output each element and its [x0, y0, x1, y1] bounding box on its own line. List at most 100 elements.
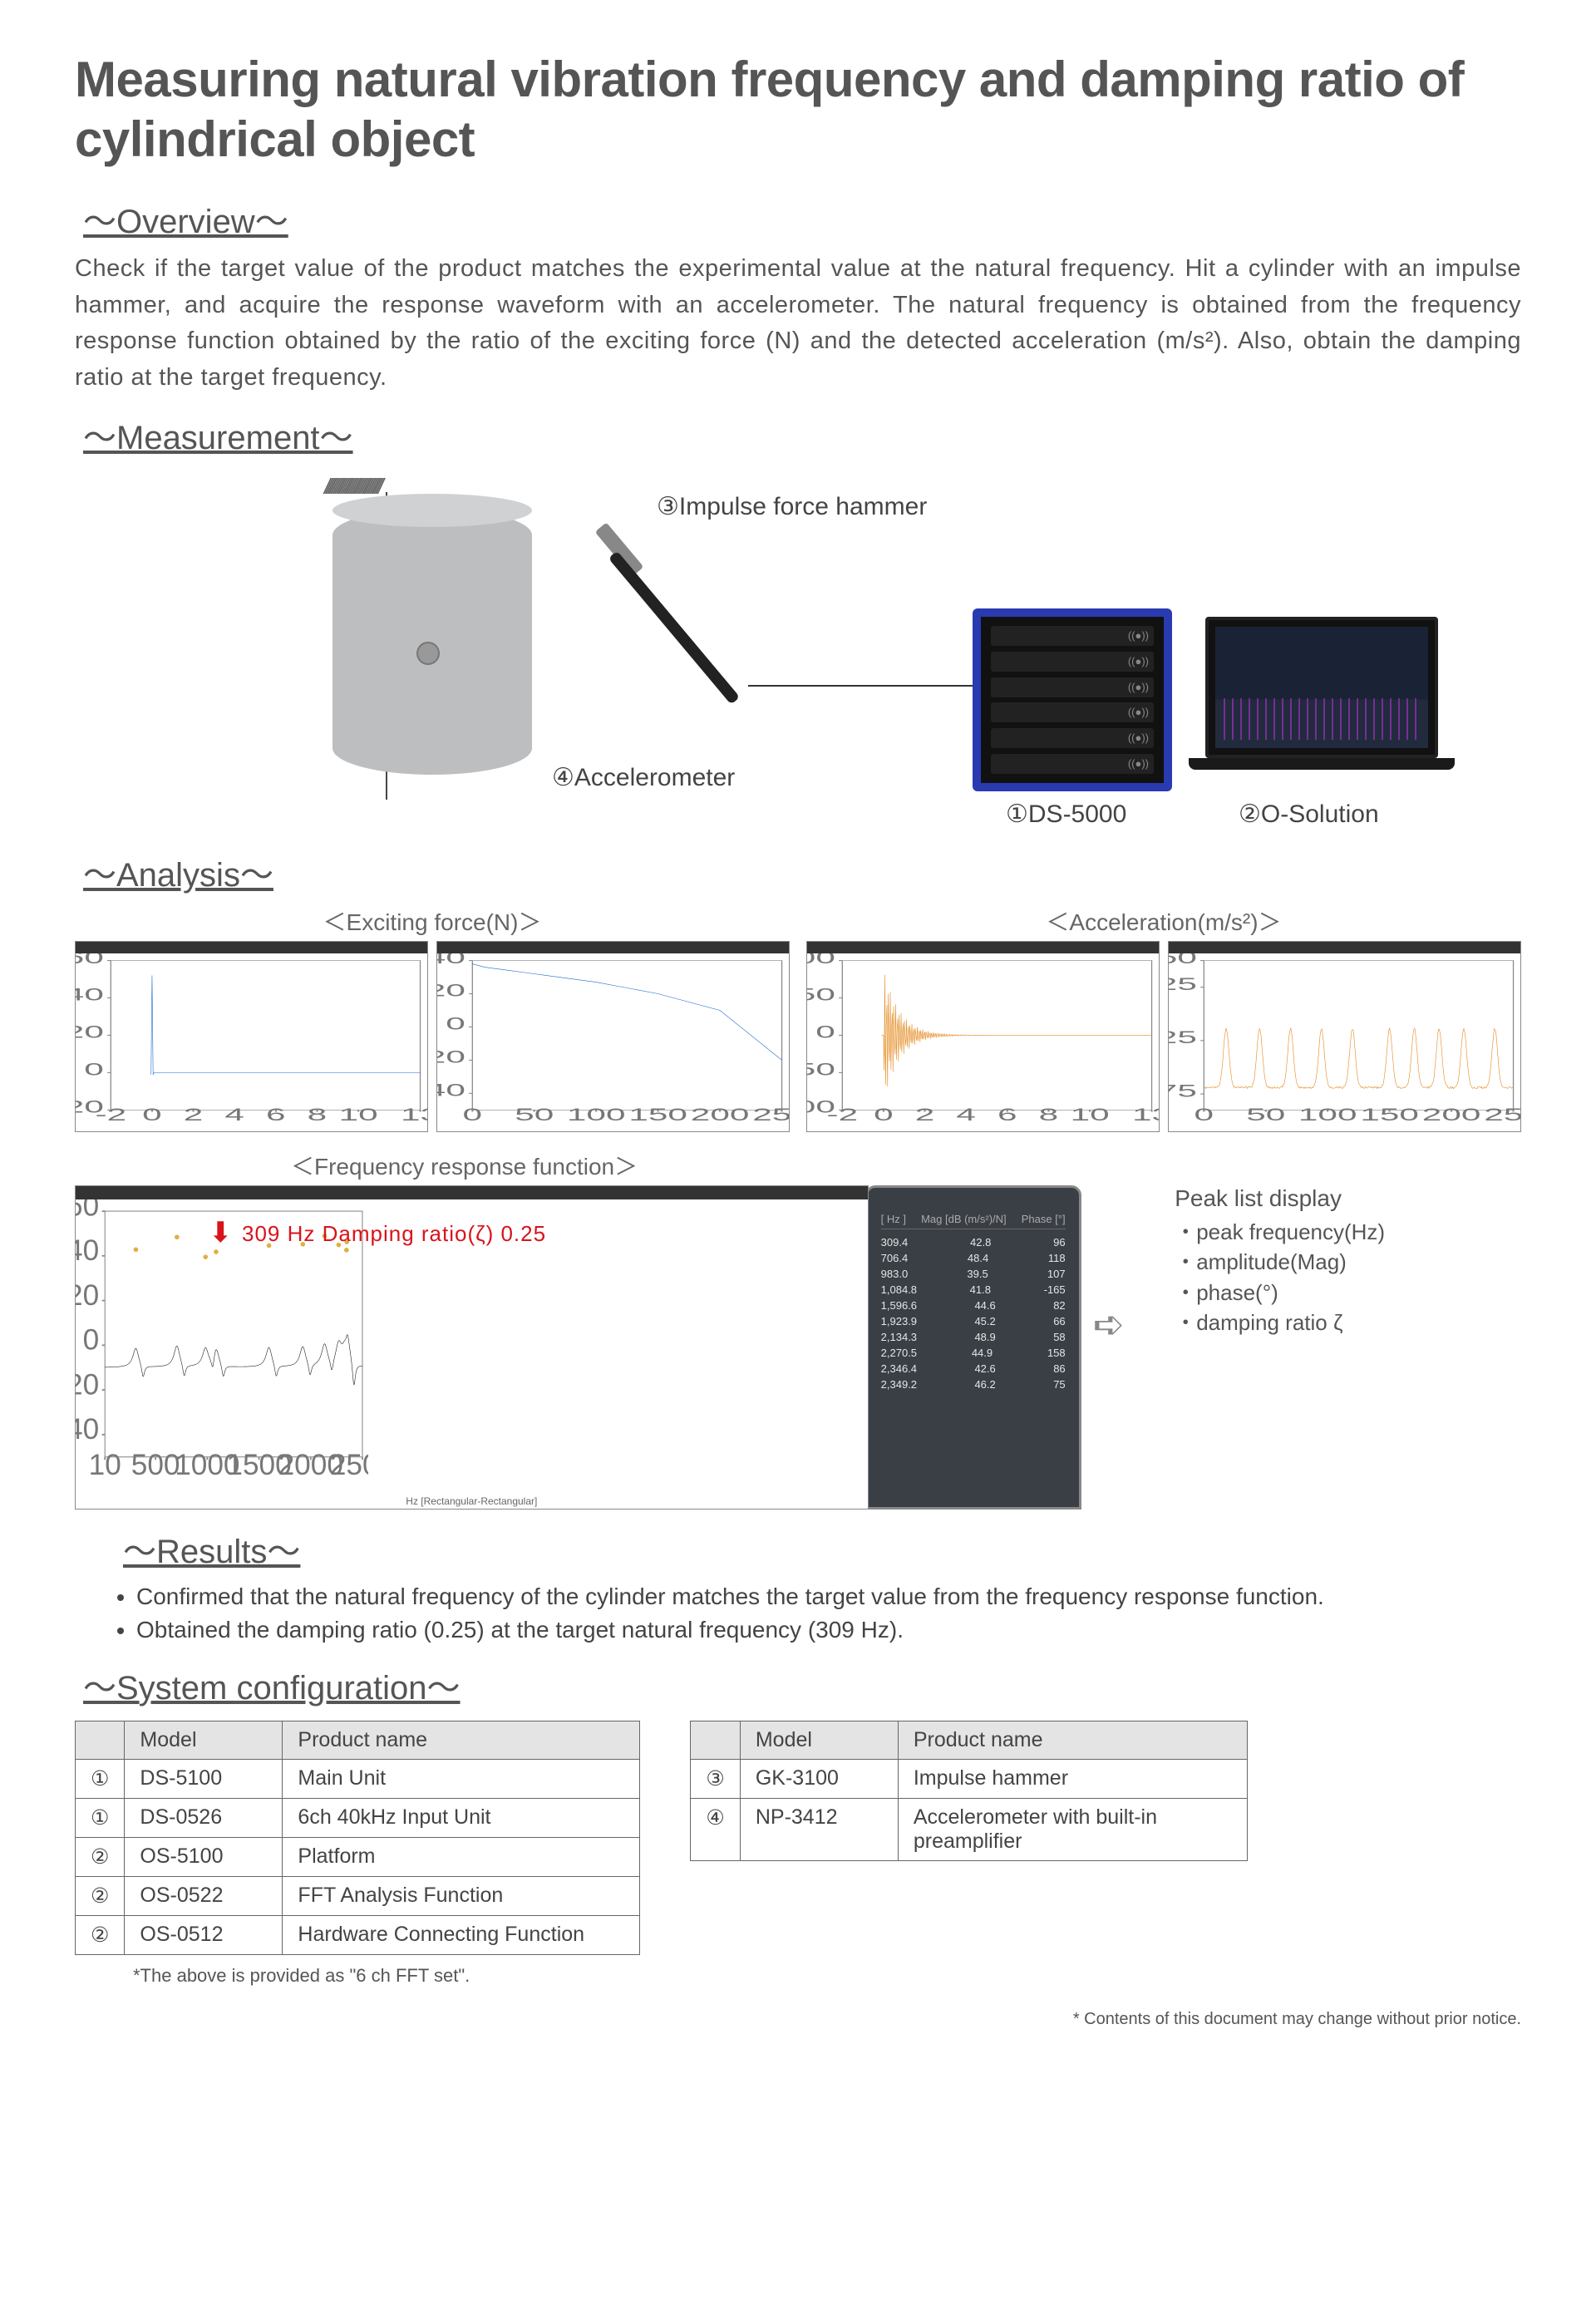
- svg-text:10: 10: [89, 1449, 121, 1481]
- svg-text:-50: -50: [807, 1060, 835, 1080]
- table-cell: ①: [76, 1798, 125, 1837]
- svg-text:40: 40: [76, 985, 104, 1005]
- table-cell: ①: [76, 1759, 125, 1798]
- peak-desc-item: ・damping ratio ζ: [1175, 1308, 1521, 1337]
- svg-text:-20: -20: [437, 1047, 466, 1067]
- accel-time-chart: -2024681013-100-50050100: [806, 941, 1160, 1132]
- svg-text:40: 40: [437, 953, 466, 968]
- sysconfig-table-right: Model Product name ③GK-3100Impulse hamme…: [690, 1721, 1247, 1861]
- peaklist-col-hz: [ Hz ]: [881, 1213, 906, 1225]
- svg-text:250: 250: [1484, 1106, 1520, 1125]
- svg-text:10: 10: [1071, 1106, 1110, 1125]
- svg-text:200: 200: [691, 1106, 750, 1125]
- table-cell: ④: [691, 1798, 740, 1860]
- table-cell: DS-0526: [125, 1798, 283, 1837]
- frf-annotation: 309 Hz Damping ratio(ζ) 0.25: [242, 1221, 546, 1247]
- svg-text:100: 100: [807, 953, 835, 968]
- svg-text:100: 100: [567, 1106, 626, 1125]
- peaklist-row: 309.442.896: [881, 1234, 1066, 1250]
- svg-text:0: 0: [463, 1106, 483, 1125]
- peak-desc-title: Peak list display: [1175, 1185, 1521, 1212]
- peak-desc-item: ・phase(°): [1175, 1278, 1521, 1308]
- svg-text:40: 40: [76, 1234, 99, 1267]
- table-cell: OS-0512: [125, 1915, 283, 1954]
- frf-chart: 105001000150020002500-40-200204060 ⬇ 309…: [75, 1185, 869, 1510]
- table-cell: NP-3412: [740, 1798, 898, 1860]
- sysconfig-table-left: Model Product name ①DS-5100Main Unit①DS-…: [75, 1721, 640, 1955]
- svg-text:-20: -20: [76, 1368, 99, 1401]
- svg-text:13: 13: [1132, 1106, 1159, 1125]
- svg-text:500: 500: [131, 1449, 180, 1481]
- svg-text:8: 8: [1039, 1106, 1059, 1125]
- svg-text:4: 4: [956, 1106, 976, 1125]
- overview-heading: ～Overview～: [83, 195, 1521, 243]
- table-cell: ②: [76, 1837, 125, 1876]
- analysis-heading: ～Analysis～: [83, 848, 1521, 896]
- table-cell: Accelerometer with built-in preamplifier: [898, 1798, 1247, 1860]
- results-item: Obtained the damping ratio (0.25) at the…: [136, 1614, 1521, 1646]
- svg-text:-20: -20: [76, 1097, 104, 1117]
- table-row: ①DS-05266ch 40kHz Input Unit: [76, 1798, 640, 1837]
- svg-text:6: 6: [998, 1106, 1017, 1125]
- laptop-osolution: [1205, 617, 1455, 791]
- svg-text:0: 0: [815, 1022, 835, 1042]
- frf-xlabel: Hz [Rectangular-Rectangular]: [76, 1495, 868, 1507]
- svg-text:50: 50: [515, 1106, 554, 1125]
- svg-text:8: 8: [308, 1106, 328, 1125]
- svg-text:0: 0: [84, 1060, 104, 1080]
- svg-text:50: 50: [807, 985, 835, 1005]
- table-cell: Hardware Connecting Function: [283, 1915, 640, 1954]
- label-device: ①DS-5000: [1006, 800, 1126, 829]
- sysconfig-heading: ～System configuration～: [83, 1661, 1521, 1709]
- sysconfig-footnote: *The above is provided as "6 ch FFT set"…: [133, 1965, 640, 1987]
- svg-text:-75: -75: [1169, 1081, 1197, 1101]
- label-software: ②O-Solution: [1239, 800, 1379, 829]
- peaklist-row: 2,349.246.275: [881, 1377, 1066, 1392]
- svg-text:10: 10: [339, 1106, 378, 1125]
- svg-text:20: 20: [76, 1279, 99, 1312]
- svg-text:25: 25: [1169, 974, 1197, 994]
- label-hammer: ③Impulse force hammer: [657, 492, 927, 521]
- peak-list-description: Peak list display ・peak frequency(Hz)・am…: [1133, 1185, 1521, 1510]
- svg-text:2500: 2500: [330, 1449, 368, 1481]
- frf-title: ＜Frequency response function＞: [291, 1149, 1521, 1182]
- svg-text:-100: -100: [807, 1097, 835, 1117]
- svg-text:-40: -40: [437, 1081, 466, 1101]
- impulse-hammer-shape: [557, 505, 773, 721]
- table-cell: ③: [691, 1759, 740, 1798]
- svg-text:200: 200: [1422, 1106, 1481, 1125]
- svg-text:150: 150: [628, 1106, 687, 1125]
- red-arrow-icon: ⬇: [209, 1216, 233, 1249]
- results-item: Confirmed that the natural frequency of …: [136, 1581, 1521, 1613]
- svg-text:0: 0: [1195, 1106, 1214, 1125]
- table-row: ②OS-0512Hardware Connecting Function: [76, 1915, 640, 1954]
- table-cell: DS-5100: [125, 1759, 283, 1798]
- peaklist-row: 983.039.5107: [881, 1266, 1066, 1282]
- cylinder-shape: [332, 509, 532, 775]
- table-cell: Impulse hammer: [898, 1759, 1247, 1798]
- table-row: ②OS-0522FFT Analysis Function: [76, 1876, 640, 1915]
- table-cell: OS-5100: [125, 1837, 283, 1876]
- peaklist-row: 706.448.4118: [881, 1250, 1066, 1266]
- peaklist-row: 2,134.348.958: [881, 1329, 1066, 1345]
- svg-text:0: 0: [83, 1324, 100, 1357]
- sys-col-pname: Product name: [283, 1721, 640, 1759]
- svg-text:0: 0: [874, 1106, 894, 1125]
- sys-col-pname: Product name: [898, 1721, 1247, 1759]
- table-row: ②OS-5100Platform: [76, 1837, 640, 1876]
- svg-text:60: 60: [76, 953, 104, 968]
- label-accelerometer: ④Accelerometer: [552, 763, 735, 792]
- sys-col-index: [691, 1721, 740, 1759]
- measurement-heading: ～Measurement～: [83, 411, 1521, 459]
- svg-text:4: 4: [224, 1106, 244, 1125]
- peak-desc-item: ・peak frequency(Hz): [1175, 1217, 1521, 1247]
- svg-text:-25: -25: [1169, 1028, 1197, 1048]
- sys-col-index: [76, 1721, 125, 1759]
- table-cell: 6ch 40kHz Input Unit: [283, 1798, 640, 1837]
- sys-col-model: Model: [125, 1721, 283, 1759]
- svg-text:6: 6: [266, 1106, 286, 1125]
- force-spectrum-chart: 050100150200250-40-2002040: [436, 941, 790, 1132]
- peak-list-panel: [ Hz ] Mag [dB (m/s²)/N] Phase [°] 309.4…: [865, 1185, 1081, 1510]
- svg-text:13: 13: [401, 1106, 427, 1125]
- force-time-chart: -2024681013-200204060: [75, 941, 428, 1132]
